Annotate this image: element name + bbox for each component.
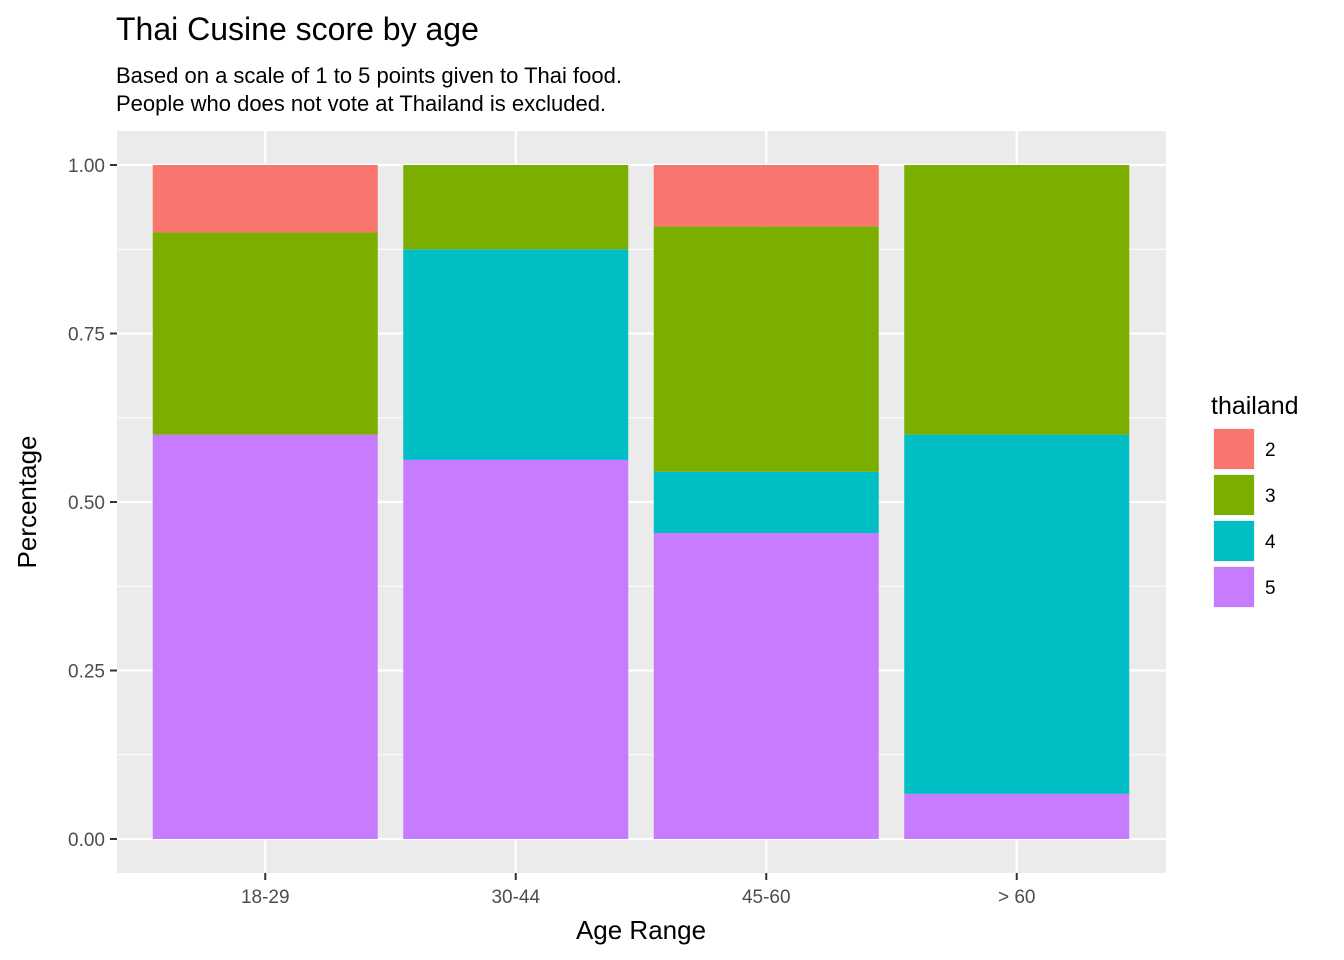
bar-4560-score-2: [653, 165, 879, 227]
legend-label-4: 4: [1265, 532, 1276, 553]
legend: thailand 2 3 4 5: [1211, 392, 1299, 608]
x-tick-label: > 60: [998, 887, 1036, 908]
x-tick-label: 45-60: [742, 887, 791, 908]
bar-4560-score-3: [653, 226, 879, 472]
bar-1829-score-2: [152, 165, 378, 233]
chart-subtitle-line-1: Based on a scale of 1 to 5 points given …: [116, 63, 622, 88]
legend-swatch-5: [1214, 567, 1254, 607]
chart-title: Thai Cusine score by age: [116, 11, 479, 47]
bar-60-score-5: [904, 793, 1130, 839]
x-tick-label: 18-29: [241, 887, 290, 908]
legend-label-2: 2: [1265, 440, 1276, 461]
chart-subtitle-line-2: People who does not vote at Thailand is …: [116, 91, 606, 116]
bar-1829-score-3: [152, 232, 378, 435]
bar-1829-score-5: [152, 434, 378, 839]
legend-swatch-3: [1214, 475, 1254, 515]
bar-4560-score-5: [653, 533, 879, 839]
bar-60-score-4: [904, 434, 1130, 794]
legend-title: thailand: [1211, 392, 1299, 420]
x-axis-title: Age Range: [576, 915, 706, 945]
y-axis-title: Percentage: [12, 436, 42, 569]
bar-60-score-3: [904, 165, 1130, 435]
bar-3044-score-5: [403, 459, 629, 839]
y-tick-label: 0.25: [68, 662, 105, 683]
legend-label-3: 3: [1265, 486, 1276, 507]
bar-3044-score-4: [403, 249, 629, 460]
y-tick-label: 1.00: [68, 156, 105, 177]
y-tick-label: 0.00: [68, 830, 105, 851]
legend-swatch-4: [1214, 521, 1254, 561]
bar-3044-score-3: [403, 165, 629, 250]
legend-swatch-2: [1214, 429, 1254, 469]
y-tick-label: 0.50: [68, 493, 105, 514]
x-tick-label: 30-44: [491, 887, 540, 908]
bar-4560-score-4: [653, 471, 879, 534]
plot-panel: 0.00 0.25 0.50 0.75 1.00 18-29 30-44 45-60 > 60: [68, 131, 1166, 908]
y-tick-label: 0.75: [68, 325, 105, 346]
legend-label-5: 5: [1265, 578, 1276, 599]
